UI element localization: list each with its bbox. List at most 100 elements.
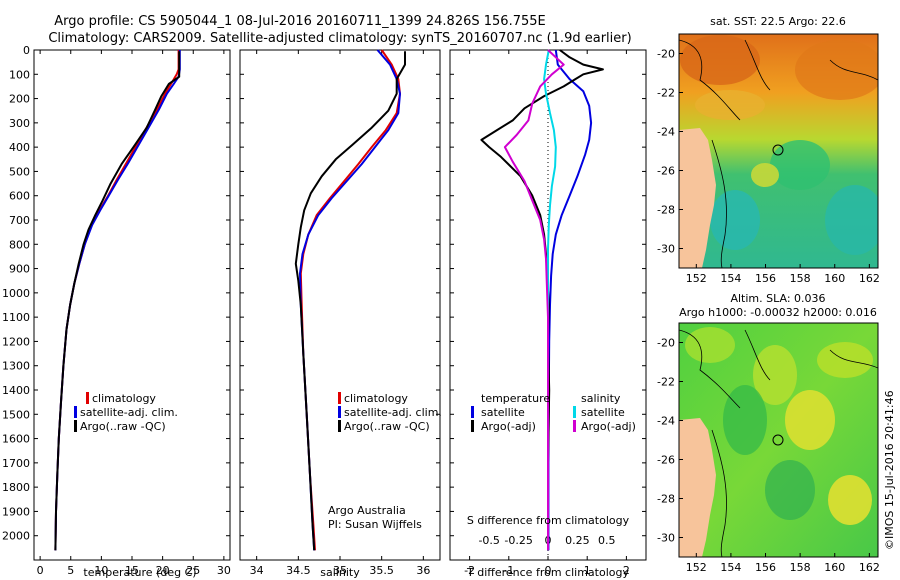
bathymetry-contour [711, 429, 727, 557]
s-difference-tick-label: -0.5 [478, 534, 499, 547]
x-tick-label: 34 [250, 564, 264, 577]
sla-map-frame [678, 322, 879, 558]
sst-heatmap [679, 34, 878, 268]
s-difference-tick-label: 0.5 [598, 534, 616, 547]
y-tick-label: 1100 [2, 311, 30, 324]
legend-label-sal-satellite: satellite [581, 406, 625, 419]
map-x-tick-label: 154 [720, 272, 741, 285]
salinity-series [294, 49, 406, 551]
t-difference-axis-label: T difference from climatology [466, 566, 629, 579]
map-y-tick-label: -26 [657, 454, 675, 467]
sla-high-patch [817, 342, 873, 378]
y-tick-label: 100 [9, 68, 30, 81]
difference-depth-ticks [450, 49, 646, 537]
map-y-tick-label: -24 [657, 126, 675, 139]
sst-warm-eddy [751, 163, 779, 187]
y-tick-label: 1000 [2, 287, 30, 300]
map-y-tick-label: -30 [657, 532, 675, 545]
x-tick-label: 5 [67, 564, 74, 577]
figure-title-line-1: Argo profile: CS 5905044_1 08-Jul-2016 2… [54, 14, 545, 29]
x-tick-label: 36 [416, 564, 430, 577]
series-line-argo-raw-qc [294, 51, 406, 551]
x-tick-label: 0 [37, 564, 44, 577]
x-tick-label: 15 [125, 564, 139, 577]
sst-warm-patch [795, 40, 878, 100]
legend-swatch-satellite-adj [338, 406, 341, 418]
sla-map-title-line-1: Altim. SLA: 0.036 [730, 292, 825, 305]
sla-map-title-line-2: Argo h1000: -0.00032 h2000: 0.016 [679, 306, 877, 319]
y-tick-label: 1600 [2, 433, 30, 446]
x-tick-label: 0 [545, 564, 552, 577]
x-tick-label: 34.5 [286, 564, 311, 577]
difference-panel: -2 -1 0 1 2 -0.5 -0.25 0 0.25 0.5 S difference f… [449, 49, 647, 579]
sla-high-patch [785, 390, 835, 450]
s-difference-tick-label: -0.25 [504, 534, 532, 547]
australia-landmass [679, 128, 716, 268]
x-tick-label: 35.5 [369, 564, 394, 577]
legend-label-temp-argo: Argo(-adj) [481, 420, 536, 433]
sst-map-frame [678, 33, 879, 269]
y-tick-label: 1500 [2, 408, 30, 421]
legend-swatch-argo [74, 420, 77, 432]
sla-high-patch [828, 475, 872, 525]
y-tick-label: 0 [23, 44, 30, 57]
s-difference-axis-label: S difference from climatology [467, 514, 630, 527]
t-difference-ticks: -2 -1 0 1 2 [464, 50, 630, 577]
y-tick-label: 200 [9, 93, 30, 106]
x-tick-label: 35 [333, 564, 347, 577]
map-x-tick-label: 160 [824, 272, 845, 285]
temperature-plot-frame [33, 49, 231, 561]
y-tick-label: 1200 [2, 335, 30, 348]
series-line-temperature-satellite [547, 49, 593, 551]
depth-axis-ticks: 0 100 200 300 400 500 600 700 800 900 1000 1100 1200… [2, 44, 230, 543]
map-y-tick-label: -28 [657, 493, 675, 506]
temperature-axis-label: temperature (deg C) [83, 566, 196, 579]
y-tick-label: 400 [9, 141, 30, 154]
map-x-tick-label: 158 [790, 561, 811, 574]
sla-high-patch [685, 327, 735, 363]
legend-swatch-satellite-adj [74, 406, 77, 418]
legend-label-sal-argo: Argo(-adj) [581, 420, 636, 433]
legend-label-climatology: climatology [344, 392, 408, 405]
map-y-tick-label: -20 [657, 48, 675, 61]
map-y-tick-label: -22 [657, 87, 675, 100]
legend-label-temp-satellite: satellite [481, 406, 525, 419]
sst-cool-patch [825, 185, 878, 255]
salinity-depth-ticks [240, 49, 440, 537]
salinity-legend: climatology satellite-adj. clim. Argo(..… [338, 392, 442, 433]
y-tick-label: 1700 [2, 457, 30, 470]
map-y-tick-label: -30 [657, 243, 675, 256]
legend-swatch-climatology [338, 392, 341, 404]
y-tick-label: 800 [9, 238, 30, 251]
y-tick-label: 900 [9, 263, 30, 276]
sla-low-patch [723, 385, 767, 455]
salinity-panel: 34 34.5 35 35.5 36 salinity climatology sate… [239, 49, 442, 579]
map-x-tick-label: 158 [790, 272, 811, 285]
sst-map-panel: sat. SST: 22.5 Argo: 22.6 152 154 156 158 16… [657, 15, 880, 286]
legend-swatch-sal-argo [573, 420, 576, 432]
x-tick-label: -1 [503, 564, 514, 577]
sla-map-panel: Altim. SLA: 0.036 Argo h1000: -0.00032 h… [657, 292, 896, 574]
legend-swatch-argo [338, 420, 341, 432]
y-tick-label: 700 [9, 214, 30, 227]
difference-legend: temperature satellite Argo(-adj) salinit… [471, 392, 636, 433]
y-tick-label: 1800 [2, 481, 30, 494]
x-tick-label: 30 [217, 564, 231, 577]
australia-landmass [679, 418, 716, 557]
y-tick-label: 1900 [2, 505, 30, 518]
sst-cool-patch [710, 190, 760, 250]
legend-swatch-sal-satellite [573, 406, 576, 418]
temperature-legend: climatology satellite-adj. clim. Argo(..… [74, 392, 178, 433]
legend-label-climatology: climatology [92, 392, 156, 405]
map-y-tick-label: -20 [657, 337, 675, 350]
map-x-tick-label: 152 [686, 272, 707, 285]
map-y-tick-label: -26 [657, 165, 675, 178]
sla-heatmap [679, 323, 878, 557]
map-y-tick-label: -22 [657, 376, 675, 389]
figure-title-line-2: Climatology: CARS2009. Satellite-adjuste… [48, 31, 631, 46]
legend-label-satellite-adj: satellite-adj. clim. [80, 406, 178, 419]
map-x-tick-label: 154 [720, 561, 741, 574]
sla-high-patch [753, 345, 797, 405]
sst-map-ticks: 152 154 156 158 160 162 -20 -22 -24 -26 -28 -30 [657, 48, 880, 286]
